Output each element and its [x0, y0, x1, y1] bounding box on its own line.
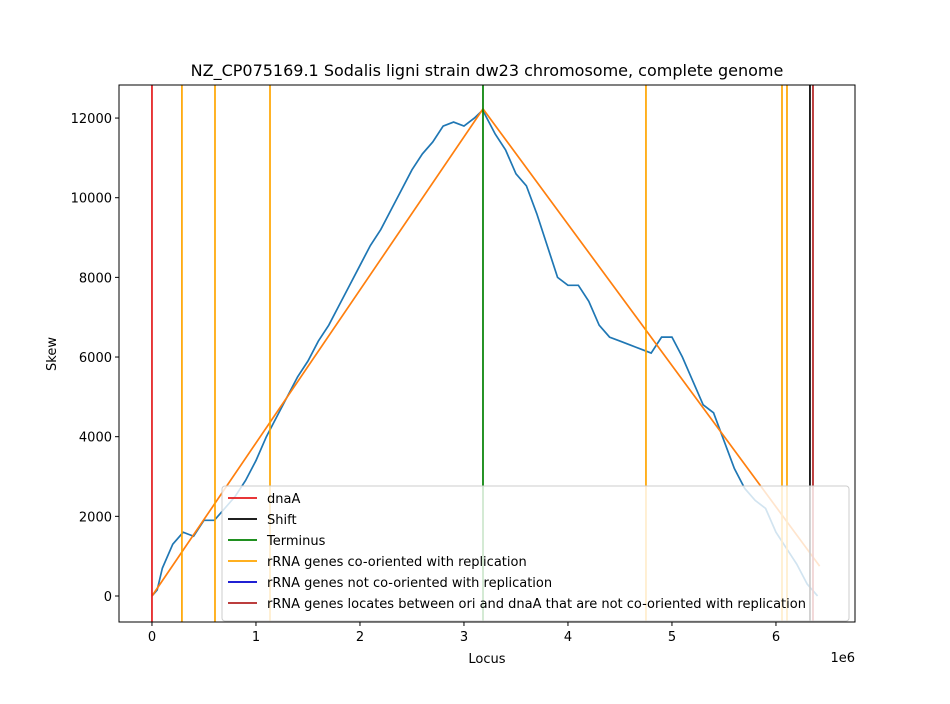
x-axis-label: Locus: [468, 652, 505, 667]
legend-label: Terminus: [266, 534, 326, 549]
legend-label: rRNA genes not co-oriented with replicat…: [267, 576, 552, 591]
y-tick-label: 2000: [79, 510, 112, 525]
legend-box: [221, 485, 850, 622]
x-tick-label: 1: [252, 630, 260, 645]
legend-label: rRNA genes co-oriented with replication: [267, 555, 527, 570]
y-tick-label: 4000: [79, 431, 112, 446]
x-tick-label: 5: [668, 630, 676, 645]
axes-frame: [118, 84, 856, 623]
chart-title: NZ_CP075169.1 Sodalis ligni strain dw23 …: [191, 61, 784, 81]
y-tick-label: 10000: [71, 192, 112, 207]
x-tick-label: 0: [148, 630, 156, 645]
x-tick-label: 3: [460, 630, 468, 645]
legend-label: rRNA genes locates between ori and dnaA …: [267, 597, 806, 612]
legend-label: Shift: [267, 513, 297, 528]
y-tick-label: 8000: [79, 271, 112, 286]
y-axis-label: Skew: [45, 337, 60, 371]
x-tick-label: 2: [356, 630, 364, 645]
x-tick-label: 6: [772, 630, 780, 645]
x-tick-label: 4: [564, 630, 572, 645]
legend-label: dnaA: [267, 492, 300, 507]
x-offset-label: 1e6: [830, 651, 855, 666]
y-tick-label: 6000: [79, 351, 112, 366]
y-tick-label: 12000: [71, 112, 112, 127]
y-tick-label: 0: [104, 590, 112, 605]
